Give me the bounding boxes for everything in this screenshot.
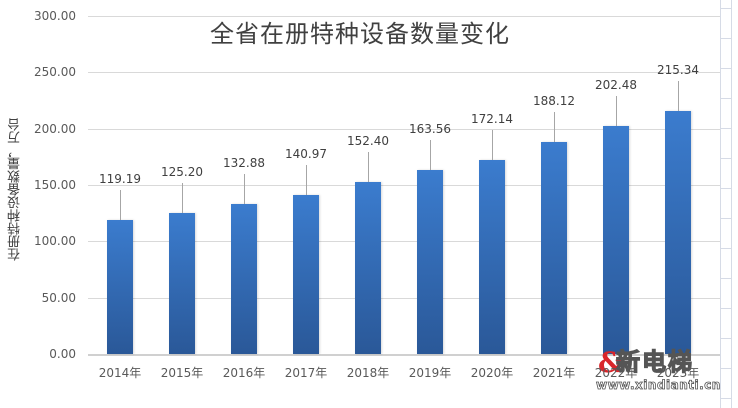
- gridline: [88, 72, 720, 74]
- edge-tick: [721, 98, 731, 99]
- edge-tick: [721, 158, 731, 159]
- edge-tick: [721, 188, 731, 189]
- bar-2023年: [665, 111, 691, 354]
- y-tick-label: 50.00: [41, 290, 76, 305]
- gridline: [88, 297, 720, 299]
- edge-tick: [721, 368, 731, 369]
- x-tick-label: 2016年: [222, 366, 266, 380]
- plot-area: 119.19 125.20 132.88 140.97 152.40 163.56 172.…: [88, 16, 720, 356]
- data-label: 152.40: [347, 134, 389, 149]
- bar-2019年: [417, 169, 443, 354]
- watermark-url: www.xindianti.cn: [596, 378, 721, 393]
- edge-tick: [721, 278, 731, 279]
- x-tick-label: 2019年: [408, 366, 452, 380]
- y-tick-label: 300.00: [34, 9, 76, 23]
- bar-2014年: [107, 219, 133, 354]
- x-tick-label: 2017年: [284, 366, 328, 380]
- gridline: [88, 16, 720, 17]
- edge-tick: [721, 308, 731, 309]
- edge-tick: [721, 338, 731, 339]
- data-label: 188.12: [533, 94, 575, 109]
- edge-tick: [721, 8, 731, 9]
- leader-line: [306, 165, 307, 196]
- bar-2017年: [293, 195, 319, 354]
- chart-title: 全省在册特种设备数量变化: [210, 20, 510, 48]
- y-tick-label: 150.00: [34, 178, 76, 192]
- x-tick-label: 2014年: [98, 366, 142, 380]
- edge-tick: [721, 248, 731, 249]
- bar-2020年: [479, 160, 505, 354]
- x-tick-label: 2018年: [346, 366, 390, 380]
- leader-line: [182, 182, 183, 213]
- x-tick-label: 2015年: [160, 366, 204, 380]
- gridline: [88, 185, 720, 186]
- bar-2016年: [231, 204, 257, 354]
- data-label: 140.97: [285, 147, 327, 162]
- bar-2022年: [603, 125, 629, 354]
- x-tick-label: 2023年: [656, 366, 700, 380]
- data-label: 202.48: [595, 77, 637, 92]
- leader-line: [616, 95, 617, 126]
- leader-line: [368, 152, 369, 183]
- right-scroll-edge: [720, 0, 732, 408]
- leader-line: [678, 81, 679, 112]
- bar-2018年: [355, 182, 381, 354]
- x-tick-label: 2022年: [594, 366, 638, 380]
- leader-line: [120, 189, 121, 220]
- edge-tick: [721, 218, 731, 219]
- gridline: [88, 241, 720, 243]
- leader-line: [554, 112, 555, 143]
- x-tick-label: 2020年: [470, 366, 514, 380]
- leader-line: [492, 130, 493, 161]
- data-label: 172.14: [471, 112, 513, 127]
- bar-2021年: [541, 142, 567, 354]
- data-label: 163.56: [409, 121, 451, 136]
- y-tick-label: 0.00: [49, 347, 76, 361]
- edge-tick: [721, 128, 731, 129]
- watermark-logo-icon: &: [598, 346, 624, 379]
- x-axis-line: [88, 354, 720, 356]
- data-label: 215.34: [657, 63, 699, 78]
- watermark: & 新电梯 www.xindianti.cn: [594, 340, 734, 402]
- data-label: 132.88: [223, 156, 265, 171]
- data-label: 125.20: [161, 164, 203, 179]
- edge-tick: [721, 68, 731, 69]
- data-label: 119.19: [99, 171, 141, 186]
- y-tick-label: 200.00: [34, 121, 76, 136]
- edge-tick: [721, 38, 731, 39]
- y-tick-label: 100.00: [34, 234, 76, 249]
- x-tick-label: 2021年: [532, 366, 576, 380]
- watermark-name: 新电梯: [615, 347, 694, 376]
- edge-tick: [721, 398, 731, 399]
- leader-line: [244, 174, 245, 205]
- gridline: [88, 128, 720, 130]
- bar-2015年: [169, 212, 195, 354]
- y-tick-label: 250.00: [34, 65, 76, 80]
- leader-line: [430, 139, 431, 170]
